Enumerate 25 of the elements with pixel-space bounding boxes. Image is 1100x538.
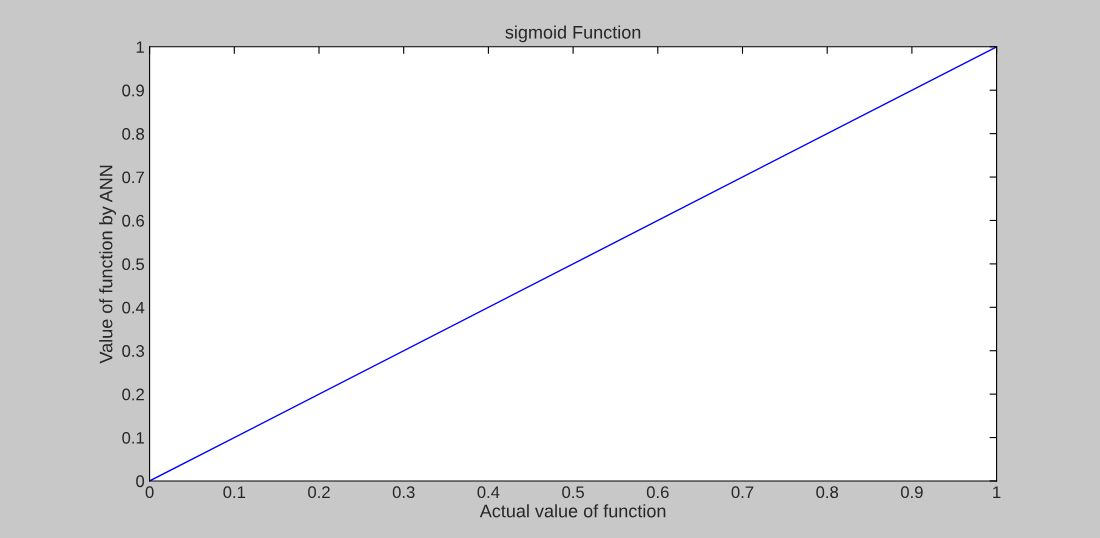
x-tick-label: 0.5 — [562, 486, 584, 499]
x-tick-label: 0.1 — [223, 486, 246, 499]
x-tick-label: 0.7 — [731, 486, 754, 499]
x-tick-label: 0.9 — [900, 486, 923, 499]
y-tick-label: 0.5 — [122, 258, 145, 271]
y-tick-label: 0 — [136, 475, 145, 488]
chart-title: sigmoid Function — [505, 25, 641, 43]
y-tick-label: 0.6 — [122, 214, 145, 227]
y-tick-label: 1 — [136, 41, 144, 53]
x-tick-label: 0.6 — [646, 486, 669, 499]
x-tick-label: 0.2 — [308, 486, 330, 499]
x-tick-label: 1 — [993, 486, 1001, 498]
y-tick-label: 0.1 — [122, 431, 144, 444]
x-axis-title: Actual value of function — [479, 504, 666, 518]
x-tick-label: 0 — [145, 486, 154, 499]
y-tick-label: 0.2 — [122, 388, 144, 401]
y-tick-label: 0.3 — [122, 345, 145, 357]
x-tick-label: 0.3 — [392, 486, 415, 499]
y-axis-title: Value of function by ANN — [99, 165, 117, 364]
y-tick-label: 0.7 — [122, 171, 144, 184]
y-tick-label: 0.9 — [122, 84, 144, 97]
y-tick-label: 0.8 — [122, 128, 145, 140]
x-tick-label: 0.8 — [816, 486, 839, 499]
x-tick-label: 0.4 — [477, 486, 500, 499]
y-tick-label: 0.4 — [122, 301, 145, 314]
